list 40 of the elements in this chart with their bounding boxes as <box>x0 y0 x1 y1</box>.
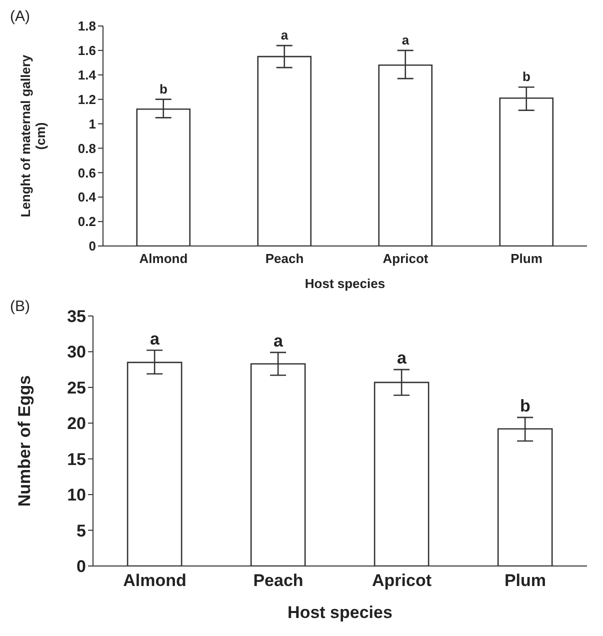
y-tick-label: 15 <box>67 450 86 469</box>
annotation: b <box>160 81 168 96</box>
y-tick-label: 0.8 <box>78 140 96 156</box>
y-tick-label: 1.2 <box>78 92 96 107</box>
annotation: a <box>397 348 408 368</box>
annotation: b <box>522 69 531 84</box>
y-tick-label: 0 <box>88 238 96 254</box>
x-tick-label: Almond <box>123 571 186 590</box>
annotation: a <box>150 329 160 348</box>
annotation: a <box>402 32 410 48</box>
y-tick-label: 0.2 <box>78 214 96 230</box>
y-tick-label: 0 <box>76 557 86 576</box>
y-tick-label: 20 <box>67 414 86 434</box>
x-tick-label: Almond <box>139 251 188 266</box>
x-tick-label: Plum <box>510 251 542 266</box>
y-tick-label: 1 <box>88 116 96 132</box>
chart-title: (A) <box>10 8 30 25</box>
x-tick-label: Peach <box>253 571 304 590</box>
y-tick-label: 5 <box>76 521 86 540</box>
annotation: a <box>274 331 284 350</box>
chart-title: (B) <box>10 298 30 315</box>
y-tick-label: 1.8 <box>78 18 96 34</box>
y-tick-label: 1.6 <box>78 43 96 58</box>
y-tick-label: 0.6 <box>78 165 96 180</box>
x-axis-title: Host species <box>288 603 392 622</box>
x-tick-label: Apricot <box>382 251 429 266</box>
y-tick-label: 35 <box>67 307 86 326</box>
x-axis-title: Host species <box>304 276 386 291</box>
x-tick-label: Plum <box>504 571 546 590</box>
y-axis-title: Number of Eggs <box>15 375 34 507</box>
y-tick-label: 10 <box>67 486 86 505</box>
y-axis-title: Lenght of maternal gallery (cm) <box>18 54 48 218</box>
annotation: a <box>280 28 289 43</box>
y-tick-label: 25 <box>67 378 86 398</box>
x-tick-label: Peach <box>265 251 304 266</box>
y-tick-label: 0.4 <box>78 190 97 205</box>
x-tick-label: Apricot <box>372 571 432 590</box>
y-tick-label: 1.4 <box>78 68 97 83</box>
y-tick-label: 30 <box>67 342 86 362</box>
annotation: b <box>520 396 530 416</box>
